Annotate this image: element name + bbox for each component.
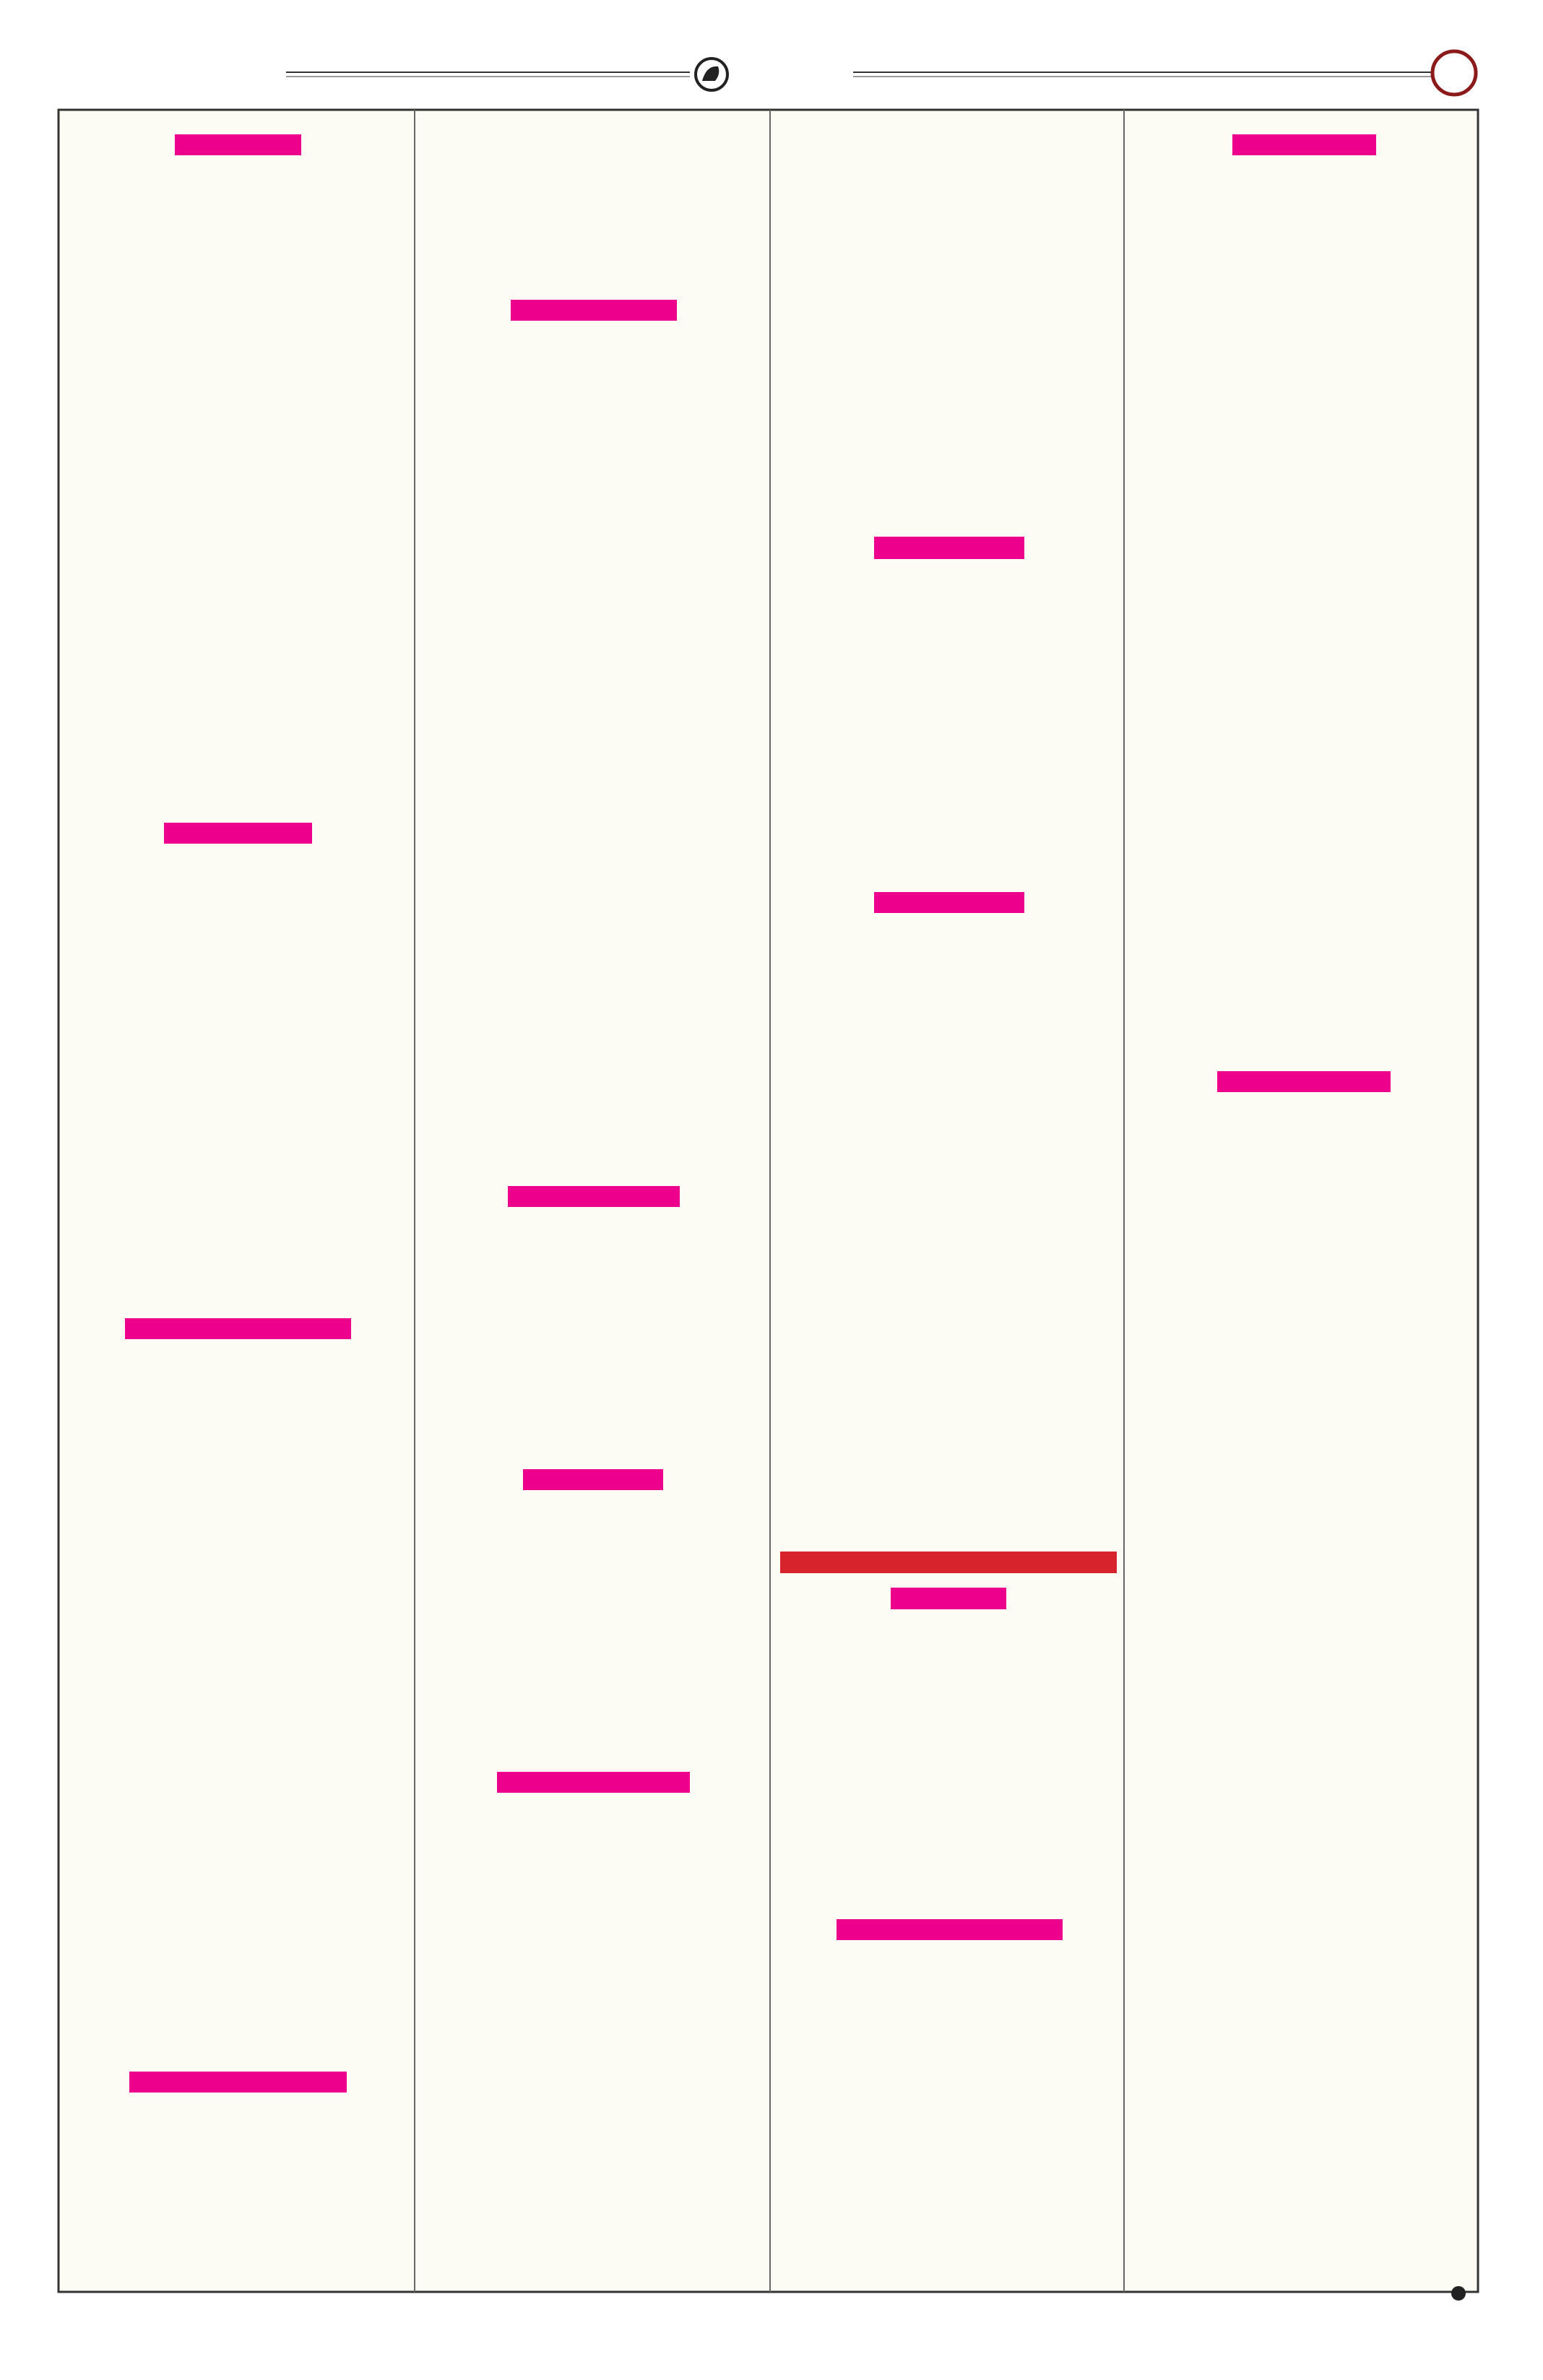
redaction xyxy=(164,823,312,844)
corner-dot xyxy=(1451,2286,1466,2301)
redactions xyxy=(125,134,1391,2093)
redaction xyxy=(891,1588,1006,1609)
redaction-bar xyxy=(780,1552,1117,1573)
redaction xyxy=(511,300,677,321)
content-frame xyxy=(57,108,1479,2293)
redaction xyxy=(1217,1071,1391,1092)
redaction xyxy=(508,1186,680,1207)
redaction xyxy=(837,1919,1063,1940)
redaction xyxy=(523,1469,663,1490)
redaction xyxy=(874,537,1024,559)
header xyxy=(286,49,1478,97)
header-emblem-icon xyxy=(702,66,719,81)
redaction xyxy=(1232,134,1376,155)
redaction xyxy=(129,2072,347,2093)
redaction xyxy=(497,1772,690,1793)
redaction xyxy=(125,1318,351,1339)
redaction xyxy=(874,892,1024,913)
page-number-badge xyxy=(1430,49,1478,97)
redaction xyxy=(175,134,301,155)
